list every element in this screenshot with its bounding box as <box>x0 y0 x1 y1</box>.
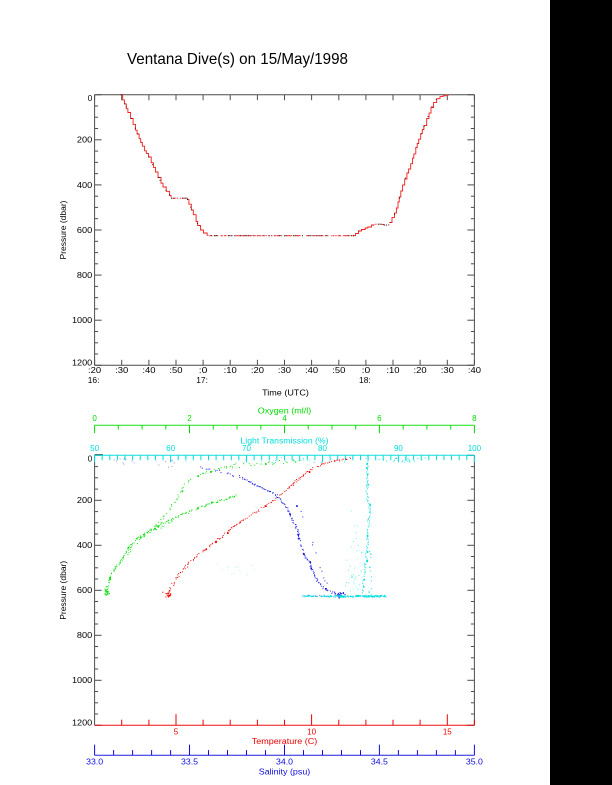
svg-text:10: 10 <box>307 727 316 736</box>
svg-text:100: 100 <box>468 444 482 453</box>
svg-text:200: 200 <box>77 136 93 145</box>
svg-text:1200: 1200 <box>72 718 93 727</box>
svg-text:35.0: 35.0 <box>466 758 484 767</box>
svg-text:400: 400 <box>77 181 93 190</box>
svg-text::0: :0 <box>199 366 208 375</box>
svg-text::50: :50 <box>332 366 346 375</box>
svg-text:50: 50 <box>90 444 99 453</box>
svg-text:Pressure (dbar): Pressure (dbar) <box>59 200 68 259</box>
svg-text:34.5: 34.5 <box>371 758 389 767</box>
svg-text::50: :50 <box>169 366 183 375</box>
svg-text::20: :20 <box>88 366 102 375</box>
svg-text:17:: 17: <box>196 376 208 385</box>
svg-text:90: 90 <box>394 444 403 453</box>
svg-text:34.0: 34.0 <box>276 758 294 767</box>
svg-text::20: :20 <box>251 366 265 375</box>
svg-text:0: 0 <box>88 455 93 464</box>
svg-text:2: 2 <box>187 414 192 423</box>
svg-text:5: 5 <box>174 727 179 736</box>
svg-text::30: :30 <box>441 366 455 375</box>
svg-text:0: 0 <box>88 94 93 103</box>
svg-text::40: :40 <box>305 366 319 375</box>
svg-text:400: 400 <box>77 541 93 550</box>
svg-text:1000: 1000 <box>72 316 93 325</box>
svg-text:Oxygen (ml/l): Oxygen (ml/l) <box>258 407 312 416</box>
svg-text:0: 0 <box>92 414 97 423</box>
svg-text:800: 800 <box>77 631 93 640</box>
svg-text::30: :30 <box>278 366 292 375</box>
svg-text:60: 60 <box>166 444 175 453</box>
svg-text:16:: 16: <box>88 376 100 385</box>
svg-text:Salinity (psu): Salinity (psu) <box>259 768 311 777</box>
svg-text:6: 6 <box>377 414 382 423</box>
svg-text::40: :40 <box>468 366 482 375</box>
svg-text:1200: 1200 <box>72 358 93 367</box>
svg-text:600: 600 <box>77 226 93 235</box>
svg-text:800: 800 <box>77 271 93 280</box>
svg-text:200: 200 <box>77 496 93 505</box>
svg-text:8: 8 <box>472 414 477 423</box>
svg-text:15: 15 <box>443 727 452 736</box>
svg-text:33.5: 33.5 <box>181 758 199 767</box>
svg-text:4: 4 <box>282 414 287 423</box>
svg-text:Time (UTC): Time (UTC) <box>262 388 309 397</box>
svg-text:18:: 18: <box>359 376 371 385</box>
svg-text:Pressure (dbar): Pressure (dbar) <box>59 560 68 619</box>
svg-text::30: :30 <box>115 366 129 375</box>
svg-text:Light Transmission (%): Light Transmission (%) <box>241 436 329 445</box>
svg-text::10: :10 <box>224 366 238 375</box>
svg-text:Ventana Dive(s) on 15/May/1998: Ventana Dive(s) on 15/May/1998 <box>127 51 348 68</box>
svg-text:70: 70 <box>242 444 251 453</box>
svg-text::0: :0 <box>362 366 371 375</box>
svg-text::20: :20 <box>414 366 428 375</box>
svg-text:1000: 1000 <box>72 676 93 685</box>
svg-text::10: :10 <box>386 366 400 375</box>
svg-text:600: 600 <box>77 586 93 595</box>
svg-text:80: 80 <box>318 444 327 453</box>
svg-text:Temperature (C): Temperature (C) <box>252 737 318 746</box>
svg-text:33.0: 33.0 <box>86 758 104 767</box>
svg-text::40: :40 <box>142 366 156 375</box>
